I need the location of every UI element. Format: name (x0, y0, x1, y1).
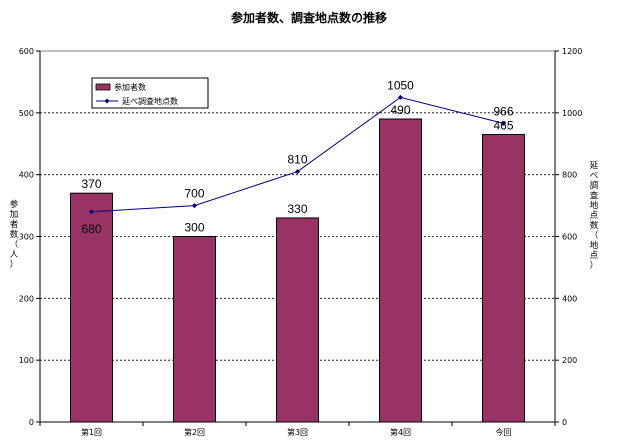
y2-axis-label: 地 (590, 240, 599, 251)
y2-axis-label: 点 (590, 211, 599, 221)
bar (482, 133, 525, 423)
y2-axis-label: 調 (590, 180, 599, 191)
y2-tick-label: 1000 (562, 109, 582, 118)
y2-tick-label: 200 (562, 356, 577, 365)
line-layer (89, 94, 506, 215)
bar-data-label: 330 (287, 202, 307, 216)
bar-data-label: 465 (493, 118, 513, 132)
bar-data-label: 300 (184, 221, 204, 235)
x-tick-label: 第3回 (287, 427, 308, 437)
y2-tick-label: 1200 (562, 47, 582, 56)
y-tick-label: 100 (19, 356, 34, 365)
line-point (295, 169, 300, 175)
chart-title: 参加者数、調査地点数の推移 (231, 10, 387, 25)
x-tick-label: 第1回 (81, 427, 102, 437)
y2-axis-label: ） (590, 260, 599, 271)
y2-tick-label: 800 (562, 171, 577, 180)
x-tick-label: 第4回 (390, 427, 411, 437)
x-tick-label: 第2回 (184, 427, 205, 437)
y-axis-label: 人 (10, 250, 19, 260)
axis-layer: 0 100 200 300 400 500 600 0 200 400 600 800 1000 1200… (10, 47, 599, 437)
line-point (501, 120, 506, 126)
y-tick-label: 200 (19, 294, 34, 303)
line-point (89, 209, 94, 215)
line-data-label: 810 (287, 153, 307, 167)
legend-swatch-marker (104, 98, 110, 104)
bar (379, 118, 422, 423)
bar (173, 236, 216, 423)
y-tick-label: 400 (19, 171, 34, 180)
y2-axis-label: （ (590, 230, 599, 241)
label-layer: 370 300 330 490 465 680 700 810 1050 966 (81, 78, 513, 235)
x-tick-label: 今回 (496, 427, 512, 437)
line-data-label: 700 (184, 187, 204, 201)
y-axis-label: ） (10, 259, 19, 270)
y-tick-label: 0 (29, 418, 34, 427)
bar-layer (70, 118, 525, 423)
y2-axis-label: 査 (590, 190, 599, 201)
bar-data-label: 490 (390, 103, 410, 117)
line-data-label: 1050 (387, 78, 414, 92)
line-data-label: 966 (493, 104, 513, 118)
y2-axis-label: 点 (590, 251, 599, 261)
line-point (192, 203, 197, 209)
legend-box (91, 77, 209, 109)
line-data-label: 680 (81, 222, 101, 236)
y2-axis-label: 地 (590, 200, 599, 211)
bar-data-label: 370 (81, 177, 101, 191)
y-axis-label: 加 (10, 209, 19, 220)
y2-tick-label: 0 (562, 418, 567, 427)
y2-tick-label: 600 (562, 233, 577, 242)
line-point (398, 94, 403, 100)
y-tick-label: 300 (19, 233, 34, 242)
y2-axis-label: べ (590, 171, 599, 181)
y2-axis-label: 延 (590, 160, 599, 171)
legend-swatch-bar (95, 83, 111, 91)
y-axis-label: 者 (10, 220, 19, 230)
y-axis-label: 参 (10, 199, 19, 210)
y-axis-label: 数 (10, 229, 19, 240)
y2-axis-label: 数 (590, 220, 599, 231)
legend-label: 延べ調査地点数 (122, 96, 178, 106)
bar (276, 217, 319, 423)
y-tick-label: 500 (19, 109, 34, 118)
y2-tick-label: 400 (562, 294, 577, 303)
legend-label: 参加者数 (114, 82, 146, 92)
y-tick-label: 600 (19, 47, 34, 56)
y-axis-label: （ (10, 239, 19, 250)
